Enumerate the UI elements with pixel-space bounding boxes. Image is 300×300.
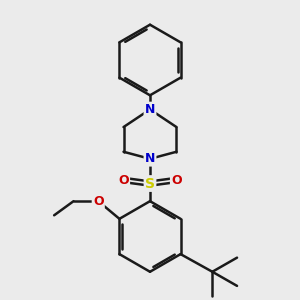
- Text: O: O: [171, 173, 182, 187]
- Text: O: O: [93, 195, 104, 208]
- Text: S: S: [145, 176, 155, 190]
- Text: O: O: [118, 173, 129, 187]
- Text: N: N: [145, 103, 155, 116]
- Text: N: N: [145, 152, 155, 165]
